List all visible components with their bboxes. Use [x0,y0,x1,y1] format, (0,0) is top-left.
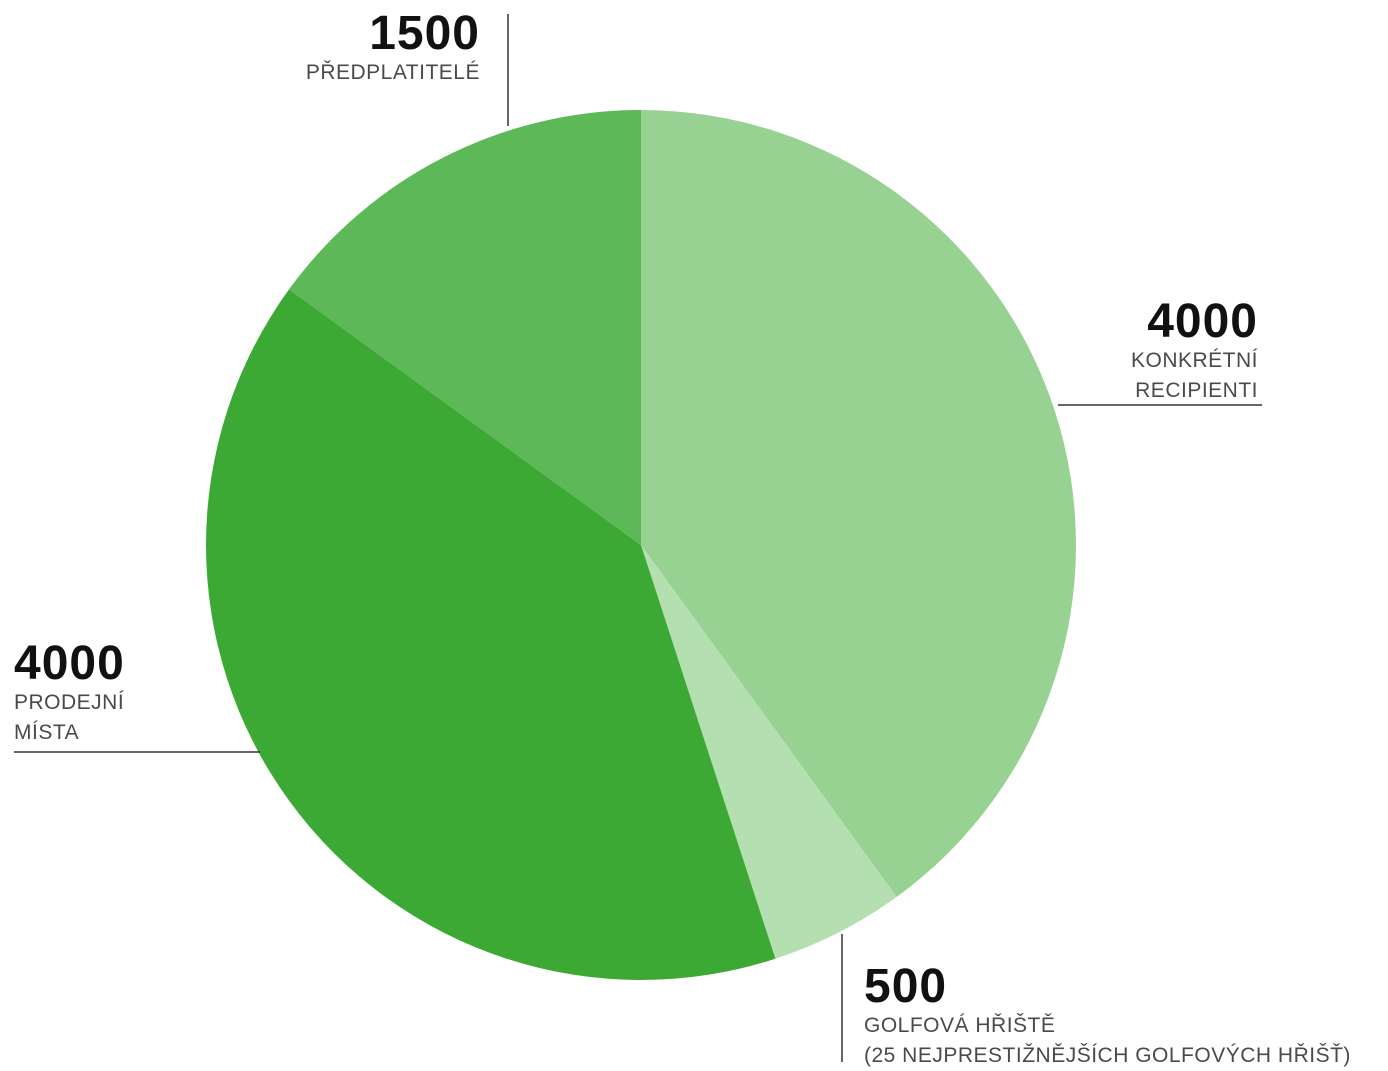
label-golfova-hriste-line-2: (25 NEJPRESTIŽNĚJŠÍCH GOLFOVÝCH HŘIŠŤ) [864,1044,1351,1067]
label-prodejni-mista-line-2: MÍSTA [14,721,80,744]
label-konkretni-recipienti-line-2: RECIPIENTI [1135,379,1258,402]
label-konkretni-recipienti-line-1: KONKRÉTNÍ [1130,349,1258,372]
label-predplatitele: 1500 PŘEDPLATITELÉ [306,10,480,88]
value-golfova-hriste: 500 [864,960,948,1013]
slice-golfova-hriste [641,545,897,959]
slice-predplatitele [289,110,641,545]
label-konkretni-recipienti: 4000 KONKRÉTNÍ RECIPIENTI [1131,298,1258,406]
label-predplatitele-line-1: PŘEDPLATITELÉ [305,61,480,84]
slice-konkretni-recipienti [641,110,1077,897]
label-golfova-hriste-line-1: GOLFOVÁ HŘIŠTĚ [864,1014,1056,1037]
value-predplatitele: 1500 [369,7,480,60]
value-prodejni-mista: 4000 [14,637,125,690]
slice-prodejni-mista [206,289,776,980]
label-prodejni-mista-line-1: PRODEJNÍ [14,691,125,714]
value-konkretni-recipienti: 4000 [1147,295,1258,348]
label-golfova-hriste: 500 GOLFOVÁ HŘIŠTĚ (25 NEJPRESTIŽNĚJŠÍCH… [864,963,1351,1071]
label-prodejni-mista: 4000 PRODEJNÍ MÍSTA [14,640,125,748]
